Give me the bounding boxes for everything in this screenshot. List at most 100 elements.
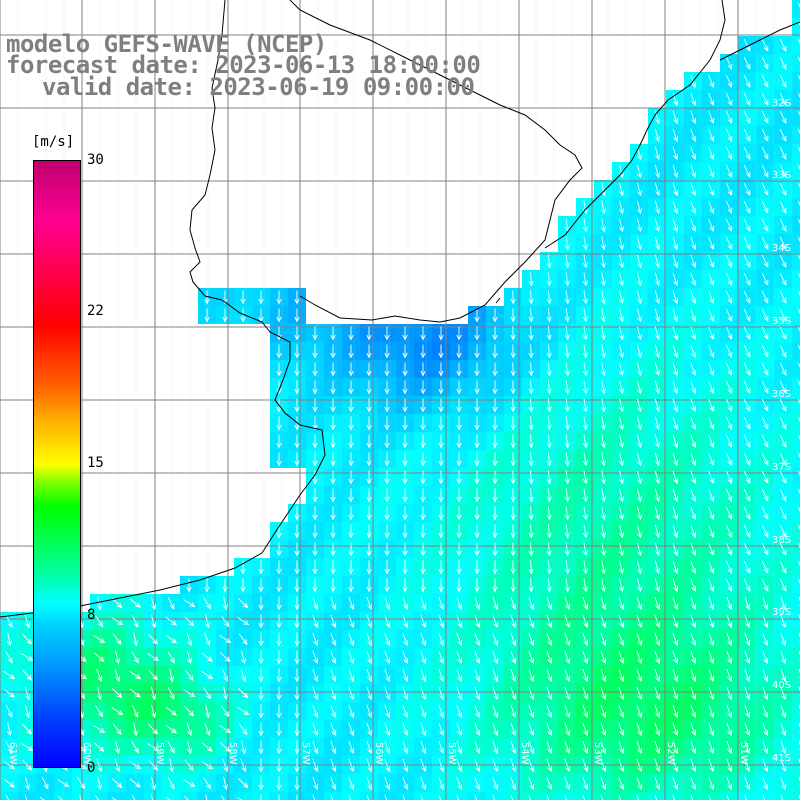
wind-arrow — [654, 686, 661, 701]
wind-arrow — [636, 398, 643, 413]
wind-arrow — [384, 380, 390, 395]
wind-arrow — [797, 488, 800, 499]
wind-arrow — [366, 794, 370, 800]
wind-arrow — [510, 452, 516, 467]
wind-arrow — [528, 686, 535, 701]
wind-arrow — [708, 434, 715, 448]
wind-arrow — [312, 614, 319, 629]
wind-arrow — [474, 434, 480, 449]
wind-arrow — [779, 380, 787, 394]
wind-arrow — [186, 632, 193, 647]
wind-arrow — [779, 92, 787, 106]
wind-arrow — [690, 650, 697, 665]
wind-arrow — [348, 416, 354, 431]
wind-arrow — [725, 470, 733, 484]
wind-arrow — [294, 434, 300, 449]
wind-arrow — [492, 722, 499, 737]
wind-arrow — [438, 524, 444, 539]
wind-arrow — [779, 578, 787, 592]
wind-speed-cell — [792, 792, 800, 800]
wind-arrow — [636, 632, 643, 647]
wind-arrow — [510, 614, 517, 629]
wind-arrow — [636, 200, 643, 215]
wind-speed-cell — [792, 612, 800, 630]
wind-arrow — [636, 704, 643, 719]
wind-arrow — [348, 578, 354, 593]
wind-arrow — [204, 308, 210, 323]
wind-arrow — [167, 597, 175, 610]
wind-arrow — [779, 542, 787, 556]
wind-arrow — [492, 488, 498, 503]
wind-arrow — [654, 452, 661, 467]
wind-arrow — [725, 74, 733, 88]
wind-arrow — [438, 362, 444, 377]
wind-arrow — [546, 470, 552, 485]
wind-arrow — [743, 38, 751, 52]
wind-arrow — [564, 362, 570, 377]
wind-arrow — [420, 704, 427, 719]
wind-arrow — [420, 506, 426, 521]
wind-arrow — [474, 578, 480, 593]
wind-arrow — [148, 723, 159, 735]
wind-arrow — [57, 779, 70, 788]
wind-arrow — [690, 218, 697, 233]
wind-arrow — [546, 614, 553, 629]
wind-arrow — [204, 632, 211, 646]
wind-arrow — [330, 488, 336, 503]
wind-arrow — [779, 290, 787, 304]
wind-arrow — [582, 452, 588, 467]
wind-arrow — [258, 632, 264, 647]
wind-arrow — [41, 777, 49, 790]
wind-arrow — [492, 506, 498, 521]
wind-arrow — [779, 236, 787, 250]
wind-arrow — [582, 524, 588, 539]
wind-arrow — [725, 542, 733, 556]
wind-speed-cell — [792, 522, 800, 540]
wind-arrow — [690, 722, 697, 737]
wind-arrow — [276, 542, 282, 557]
wind-arrow — [258, 596, 264, 611]
wind-arrow — [402, 704, 409, 719]
wind-arrow — [366, 344, 372, 359]
wind-arrow — [438, 614, 445, 629]
wind-arrow — [366, 776, 373, 791]
wind-arrow — [438, 416, 444, 431]
wind-arrow — [150, 794, 154, 800]
wind-arrow — [438, 578, 444, 593]
wind-arrow — [294, 308, 300, 323]
wind-arrow — [797, 326, 800, 337]
wind-arrow — [779, 200, 787, 214]
wind-speed-cell — [396, 792, 414, 800]
wind-arrow — [654, 146, 661, 161]
colorbar-tick: 15 — [87, 455, 104, 471]
wind-arrow — [654, 326, 661, 341]
wind-arrow — [402, 776, 409, 791]
wind-arrow — [222, 596, 229, 611]
wind-arrow — [546, 560, 552, 575]
wind-arrow — [743, 362, 751, 376]
wind-arrow — [725, 182, 733, 196]
wind-arrow — [528, 524, 534, 539]
wind-arrow — [780, 686, 787, 701]
latitude-label: 38S — [772, 535, 792, 546]
wind-arrow — [260, 794, 262, 800]
wind-arrow — [618, 794, 622, 800]
wind-arrow — [636, 578, 643, 593]
wind-arrow — [797, 254, 800, 265]
wind-arrow — [600, 596, 607, 611]
wind-arrow — [654, 308, 661, 323]
wind-arrow — [276, 668, 282, 683]
wind-arrow — [148, 669, 158, 681]
wind-arrow — [654, 362, 661, 377]
wind-arrow — [366, 380, 372, 395]
wind-arrow — [402, 488, 408, 503]
wind-arrow — [600, 434, 606, 449]
wind-arrow — [240, 650, 247, 665]
longitude-label: 60W — [81, 742, 92, 765]
wind-arrow — [219, 652, 231, 663]
wind-arrow — [618, 344, 625, 359]
wind-arrow — [797, 74, 800, 85]
wind-arrow — [129, 688, 141, 698]
wind-arrow — [725, 290, 733, 304]
wind-arrow — [384, 704, 391, 719]
